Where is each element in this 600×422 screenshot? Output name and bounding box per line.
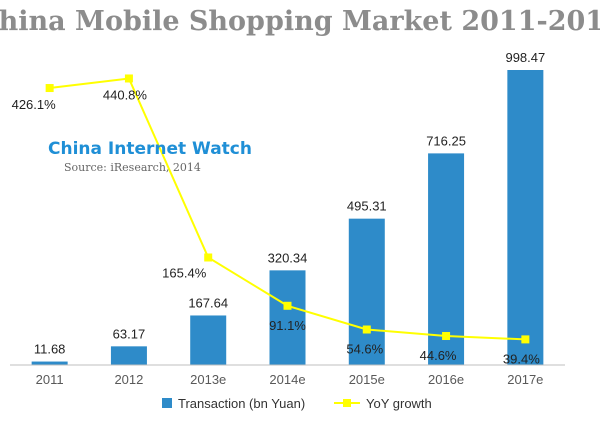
legend-swatch-growth-marker	[343, 399, 351, 407]
x-tick-2015e: 2015e	[349, 372, 385, 387]
legend-label-transaction: Transaction (bn Yuan)	[178, 396, 305, 411]
legend-label-growth: YoY growth	[366, 396, 432, 411]
bar-label-2017e: 998.47	[505, 50, 545, 65]
x-tick-2017e: 2017e	[507, 372, 543, 387]
growth-point-2013e	[204, 253, 213, 262]
bar-label-2011: 11.68	[34, 342, 66, 357]
growth-point-2017e	[521, 335, 530, 344]
watermark-title: China Internet Watch	[48, 139, 252, 159]
chart-title: China Mobile Shopping Market 2011-2017	[0, 6, 600, 37]
bars-layer	[31, 69, 544, 365]
data-labels-layer: 11.68 63.17 167.64 320.34 495.31 716.25 998.47…	[12, 50, 546, 366]
legend: Transaction (bn Yuan) YoY growth	[162, 396, 432, 411]
bar-2014e	[269, 270, 306, 365]
watermark-source: Source: iResearch, 2014	[64, 161, 201, 174]
bar-2011	[31, 361, 68, 365]
growth-label-2015e: 54.6%	[346, 342, 383, 357]
bar-2013e	[190, 315, 227, 365]
bar-label-2014e: 320.34	[268, 250, 308, 265]
x-tick-2013e: 2013e	[190, 372, 226, 387]
bar-label-2013e: 167.64	[188, 295, 228, 310]
x-tick-2012: 2012	[114, 372, 143, 387]
growth-point-2012	[124, 74, 133, 83]
bar-label-2016e: 716.25	[426, 133, 466, 148]
growth-label-2017e: 39.4%	[503, 351, 540, 366]
bar-2016e	[428, 153, 465, 365]
bar-label-2015e: 495.31	[347, 199, 387, 214]
bar-2012	[110, 346, 147, 365]
x-tick-2011: 2011	[36, 372, 64, 387]
growth-point-2016e	[442, 332, 451, 341]
x-ticks: 2011 2012 2013e 2014e 2015e 2016e 2017e	[36, 372, 544, 387]
growth-line-layer	[45, 74, 530, 344]
growth-point-2011	[45, 84, 54, 93]
growth-point-2014e	[283, 301, 292, 310]
growth-label-2016e: 44.6%	[420, 348, 457, 363]
growth-label-2011: 426.1%	[12, 97, 57, 112]
bar-label-2012: 63.17	[113, 326, 146, 341]
x-tick-2016e: 2016e	[428, 372, 464, 387]
legend-swatch-transaction	[162, 398, 172, 408]
bar-2015e	[348, 218, 385, 365]
growth-point-2015e	[362, 325, 371, 334]
growth-label-2012: 440.8%	[103, 87, 148, 102]
growth-label-2013e: 165.4%	[162, 265, 207, 280]
x-tick-2014e: 2014e	[269, 372, 305, 387]
bar-2017e	[507, 69, 544, 365]
growth-label-2014e: 91.1%	[269, 318, 306, 333]
